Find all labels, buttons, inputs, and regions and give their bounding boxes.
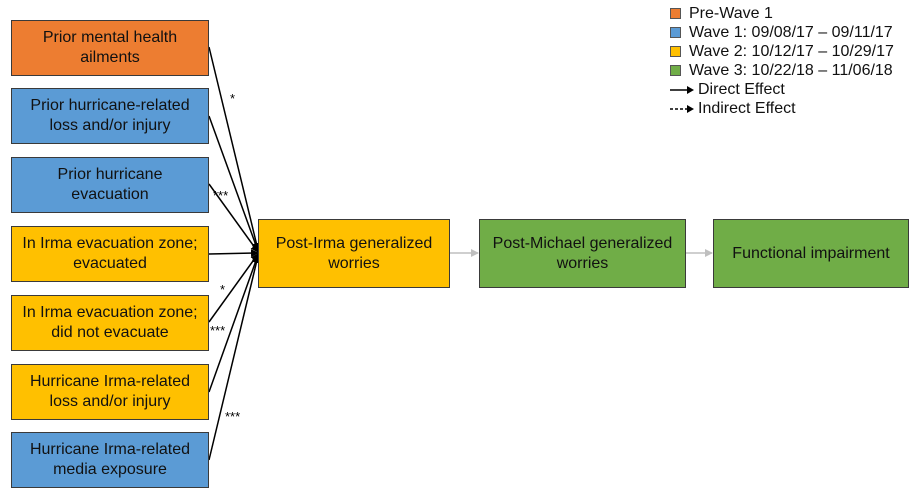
predictor-irma-media-exposure: Hurricane Irma-related media exposure (11, 432, 209, 488)
significance-label: * (220, 282, 226, 297)
predictor-irma-zone-evacuated: In Irma evacuation zone; evacuated (11, 226, 209, 282)
direct-effect-arrow-1 (208, 46, 261, 251)
outcome-functional-impairment: Functional impairment (713, 219, 909, 288)
legend-swatch-green (670, 65, 681, 76)
predictor-prior-mental-health: Prior mental health ailments (11, 20, 209, 76)
significance-label: *** (210, 323, 226, 338)
legend-item-wave-3: Wave 3: 10/22/18 – 11/06/18 (670, 61, 894, 80)
significance-label: *** (213, 188, 229, 203)
solid-arrow-icon (670, 85, 694, 94)
legend-item-direct-effect: Direct Effect (670, 80, 894, 99)
legend-item-pre-wave-1: Pre-Wave 1 (670, 4, 894, 23)
direct-effect-arrow-5 (208, 253, 259, 323)
legend-label: Direct Effect (698, 80, 785, 98)
legend-label: Indirect Effect (698, 99, 796, 117)
legend-swatch-yellow (670, 46, 681, 57)
direct-effect-arrow-7 (208, 255, 261, 461)
legend-item-wave-1: Wave 1: 09/08/17 – 09/11/17 (670, 23, 894, 42)
significance-label: *** (225, 409, 241, 424)
legend-label: Wave 3: 10/22/18 – 11/06/18 (689, 61, 893, 79)
legend-label: Wave 2: 10/12/17 – 10/29/17 (689, 42, 894, 60)
direct-effect-arrow-6 (208, 254, 260, 393)
legend-swatch-orange (670, 8, 681, 19)
legend-label: Wave 1: 09/08/17 – 09/11/17 (689, 23, 893, 41)
legend: Pre-Wave 1 Wave 1: 09/08/17 – 09/11/17 W… (670, 4, 894, 118)
direct-effect-arrow-3 (208, 183, 259, 253)
predictor-prior-hurricane-loss: Prior hurricane-related loss and/or inju… (11, 88, 209, 144)
predictor-prior-evacuation: Prior hurricane evacuation (11, 157, 209, 213)
direct-effect-arrow-4 (208, 249, 259, 258)
legend-label: Pre-Wave 1 (689, 4, 773, 22)
legend-item-wave-2: Wave 2: 10/12/17 – 10/29/17 (670, 42, 894, 61)
legend-item-indirect-effect: Indirect Effect (670, 99, 894, 118)
predictor-irma-zone-not-evacuated: In Irma evacuation zone; did not evacuat… (11, 295, 209, 351)
dashed-arrow-icon (670, 104, 694, 113)
direct-effect-arrow-2 (208, 115, 260, 252)
significance-label: * (230, 91, 236, 106)
outcome-post-irma-worries: Post-Irma generalized worries (258, 219, 450, 288)
legend-swatch-blue (670, 27, 681, 38)
predictor-irma-loss: Hurricane Irma-related loss and/or injur… (11, 364, 209, 420)
outcome-post-michael-worries: Post-Michael generalized worries (479, 219, 686, 288)
